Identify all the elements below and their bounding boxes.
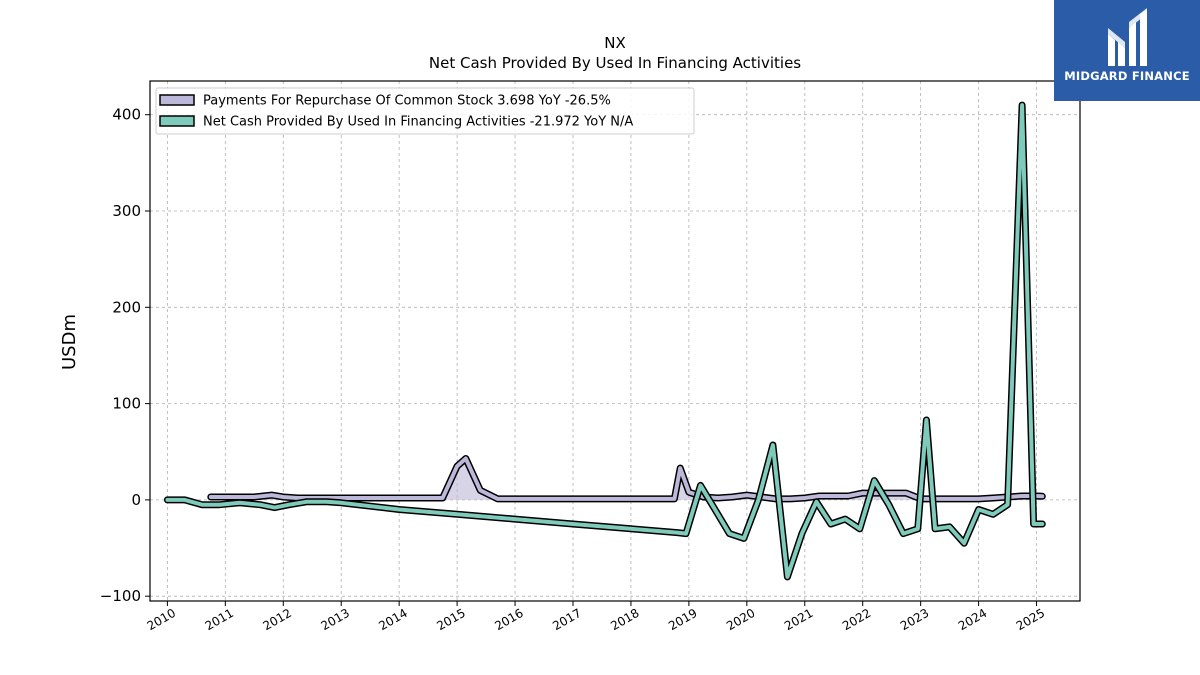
series-line (208, 456, 1045, 501)
x-tick-label: 2024 (956, 606, 989, 633)
x-tick-label: 2021 (782, 606, 815, 633)
brand-logo: MIDGARD FINANCE (1054, 0, 1200, 101)
legend-swatch (159, 115, 195, 127)
series-line (165, 103, 1045, 579)
y-axis-label: USDm (59, 314, 80, 370)
x-tick-label: 2011 (203, 606, 236, 633)
logo-text: MIDGARD FINANCE (1064, 69, 1190, 83)
x-tick-label: 2020 (724, 606, 757, 633)
grid (150, 81, 1080, 601)
series-1 (207, 455, 1046, 503)
y-tick-label: 0 (131, 491, 141, 509)
axes: 2010 2011 2012 2013 2014 2015 2016 2017 2018 2019… (100, 106, 1047, 634)
y-tick-label: 400 (112, 106, 141, 124)
y-tick-label: −100 (100, 587, 141, 605)
y-tick-label: 300 (112, 202, 141, 220)
plot-series (163, 101, 1046, 581)
x-tick-label: 2010 (145, 606, 178, 633)
x-tick-label: 2012 (261, 606, 294, 633)
series-line-outline (163, 101, 1046, 581)
x-tick-label: 2023 (898, 606, 931, 633)
legend-box (155, 87, 695, 135)
x-tick-label: 2025 (1014, 606, 1047, 633)
x-tick-label: 2018 (608, 606, 641, 633)
x-tick-label: 2013 (318, 606, 351, 633)
legend-label: Payments For Repurchase Of Common Stock … (203, 94, 611, 109)
y-tick-label: 200 (112, 298, 141, 316)
chart-title: NX (604, 34, 626, 52)
x-tick-label: 2022 (840, 606, 873, 633)
series-2 (163, 101, 1046, 581)
x-tick-label: 2017 (550, 606, 583, 633)
chart-subtitle: Net Cash Provided By Used In Financing A… (429, 54, 801, 72)
legend-swatch (159, 94, 195, 106)
legend-label: Net Cash Provided By Used In Financing A… (203, 115, 633, 130)
plot-frame (149, 80, 1081, 602)
logo-mark-icon (1108, 8, 1147, 66)
x-tick-label: 2016 (492, 606, 525, 633)
x-tick-label: 2014 (376, 606, 409, 633)
x-tick-label: 2015 (434, 606, 467, 633)
legend: Payments For Repurchase Of Common Stock … (155, 87, 695, 135)
y-tick-label: 100 (112, 395, 141, 413)
x-tick-label: 2019 (666, 606, 699, 633)
